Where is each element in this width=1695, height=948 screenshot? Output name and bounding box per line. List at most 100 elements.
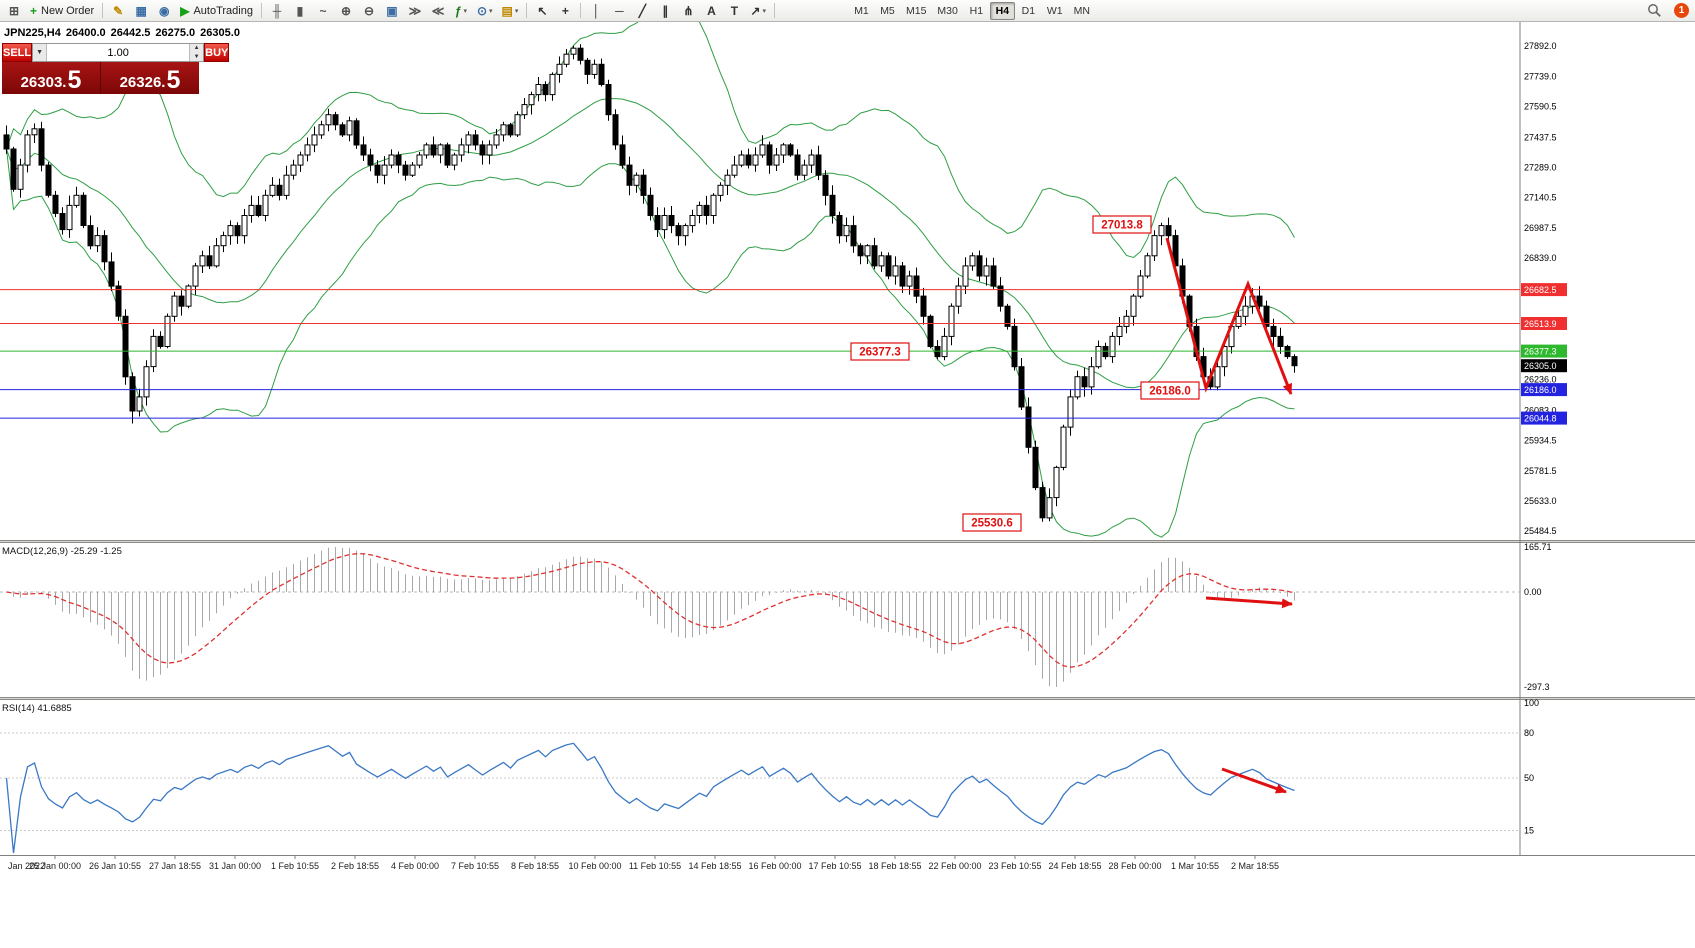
vertical-line-button[interactable]: │: [585, 1, 607, 20]
text-button[interactable]: A: [700, 1, 722, 20]
trend-arrow[interactable]: [1205, 596, 1293, 609]
zoom-out-button[interactable]: ⊖: [358, 1, 380, 20]
line-chart-button[interactable]: ~: [312, 1, 334, 20]
timeframe-w1-button[interactable]: W1: [1046, 4, 1063, 17]
periods-button[interactable]: ⊙ ▾: [473, 1, 497, 20]
price-callout-box[interactable]: [962, 513, 1022, 532]
terminal-button[interactable]: ▦: [130, 1, 152, 20]
sell-button[interactable]: SELL: [2, 43, 33, 62]
timeframe-m15-button[interactable]: M15: [905, 4, 927, 17]
chart-symbol-period: JPN225,H4: [4, 27, 61, 39]
autotrading-button[interactable]: ▶ AutoTrading: [176, 1, 257, 20]
price-level-badge: [1521, 344, 1567, 358]
price-axis-label: 27289.0: [1524, 162, 1557, 172]
annotations[interactable]: 27013.8 26377.3 26186.0 25530.6: [850, 215, 1293, 794]
templates-button[interactable]: ▤ ▾: [498, 1, 523, 20]
price-callout-box[interactable]: [850, 342, 910, 361]
arrows-tool-button[interactable]: ↗ ▾: [746, 1, 770, 20]
strategy-tester-icon: ◉: [158, 3, 170, 18]
trend-arrow[interactable]: [1165, 237, 1293, 395]
timeframe-mn-button[interactable]: MN: [1073, 4, 1090, 17]
chart-shift-button[interactable]: ≪: [427, 1, 449, 20]
indicators-button[interactable]: ƒ ▾: [450, 1, 472, 20]
volume-down-icon[interactable]: ▼: [190, 52, 204, 61]
arrows-tool-icon: ↗: [750, 3, 761, 18]
chevron-down-icon: ▾: [489, 7, 493, 15]
time-axis-label: 2 Mar 18:55: [1231, 861, 1279, 871]
fibonacci-button[interactable]: ⋔: [677, 1, 699, 20]
timeframe-h1-button[interactable]: H1: [969, 4, 984, 17]
time-axis-label: 1 Mar 10:55: [1171, 861, 1219, 871]
timeframe-m1-button[interactable]: M1: [854, 4, 869, 17]
volume-input[interactable]: [47, 44, 190, 61]
bar-chart-button[interactable]: ╫: [266, 1, 288, 20]
cursor-button[interactable]: ↖: [531, 1, 553, 20]
equidistant-channel-button[interactable]: ∥: [654, 1, 676, 20]
text-label-button[interactable]: T: [723, 1, 745, 20]
notification-badge[interactable]: 1: [1674, 3, 1689, 18]
horizontal-line-button[interactable]: ─: [608, 1, 630, 20]
chart-ohlc-header: JPN225,H4 26400.0 26442.5 26275.0 26305.0: [4, 27, 245, 39]
buy-price[interactable]: 26326. 5: [101, 62, 199, 94]
search-icon[interactable]: [1643, 1, 1666, 20]
chevron-down-icon: ▾: [514, 7, 519, 15]
crosshair-button[interactable]: +: [554, 1, 576, 20]
price-axis-label: 25781.5: [1524, 466, 1557, 476]
equidistant-channel-icon: ∥: [662, 3, 669, 18]
trendline-button[interactable]: ╱: [631, 1, 653, 20]
new-order-button[interactable]: + New Order: [26, 1, 98, 20]
bar-chart-icon: ╫: [272, 3, 282, 18]
vertical-line-icon: │: [592, 3, 601, 18]
crosshair-icon: +: [561, 3, 569, 18]
chart-open: 26400.0: [65, 27, 106, 39]
time-axis-label: 4 Feb 00:00: [391, 861, 439, 871]
price-level-badge-label: 26682.5: [1524, 285, 1557, 295]
zoom-in-icon: ⊕: [340, 3, 351, 18]
time-axis-label: 14 Feb 18:55: [688, 861, 741, 871]
timeframe-m5-button[interactable]: M5: [880, 4, 895, 17]
chart-close: 26305.0: [200, 27, 240, 39]
rsi-axis-label: 15: [1524, 826, 1534, 836]
time-axis-label: 11 Feb 10:55: [629, 861, 681, 871]
price-chart[interactable]: 165.71 0.00 -297.3 MACD(12,26,9) -25.29 -1.…: [0, 22, 1695, 948]
buy-button[interactable]: BUY: [204, 43, 230, 62]
price-callout-box[interactable]: [1092, 215, 1152, 234]
volume-up-icon[interactable]: ▲: [190, 44, 204, 53]
line-chart-icon: ~: [319, 3, 327, 18]
price-axis-label: 27892.0: [1524, 41, 1557, 51]
volume-box: ▼ ▲ ▼: [32, 43, 205, 62]
auto-scroll-icon: ≫: [408, 3, 422, 18]
candlestick-chart-icon: ▮: [296, 3, 304, 18]
price-axis-label: 26839.0: [1524, 253, 1557, 263]
price-callout-label: 26186.0: [1149, 386, 1191, 398]
tile-windows-button[interactable]: ▣: [381, 1, 403, 20]
candlestick-chart-button[interactable]: ▮: [289, 1, 311, 20]
rsi-axis-label: 100: [1524, 698, 1539, 708]
panel-separators[interactable]: [0, 22, 1695, 856]
time-axis-label: 17 Feb 10:55: [808, 861, 861, 871]
level-lines[interactable]: [0, 289, 1520, 419]
price-axis-label: 27739.0: [1524, 72, 1557, 82]
strategy-tester-button[interactable]: ◉: [153, 1, 175, 20]
trend-arrow[interactable]: [1221, 767, 1287, 794]
timeframe-d1-button[interactable]: D1: [1021, 4, 1036, 17]
metaeditor-button[interactable]: ✎: [107, 1, 129, 20]
price-axis-label: 26236.0: [1524, 375, 1557, 385]
time-axis-label: 26 Jan 10:55: [89, 861, 141, 871]
trade-buttons-row: SELL ▼ ▲ ▼ BUY: [2, 43, 230, 62]
price-axis[interactable]: 27892.0 27739.0 27590.5 27437.5 27289.0 27140…: [1521, 41, 1567, 536]
timeframe-m30-button[interactable]: M30: [937, 4, 958, 17]
candles-layer: [3, 44, 1298, 522]
price-callout-box[interactable]: [1140, 381, 1200, 400]
chart-window[interactable]: 165.71 0.00 -297.3 MACD(12,26,9) -25.29 -1.…: [0, 22, 1695, 948]
time-axis-label: 16 Feb 00:00: [748, 861, 801, 871]
timeframe-h4-button[interactable]: H4: [989, 1, 1015, 20]
auto-scroll-button[interactable]: ≫: [404, 1, 426, 20]
zoom-in-button[interactable]: ⊕: [335, 1, 357, 20]
sell-price[interactable]: 26303. 5: [2, 62, 101, 94]
new-chart-button[interactable]: ⊞: [3, 1, 25, 20]
terminal-icon: ▦: [135, 3, 147, 18]
volume-dropdown-icon[interactable]: ▼: [33, 44, 48, 61]
autotrading-icon: ▶: [180, 3, 190, 18]
